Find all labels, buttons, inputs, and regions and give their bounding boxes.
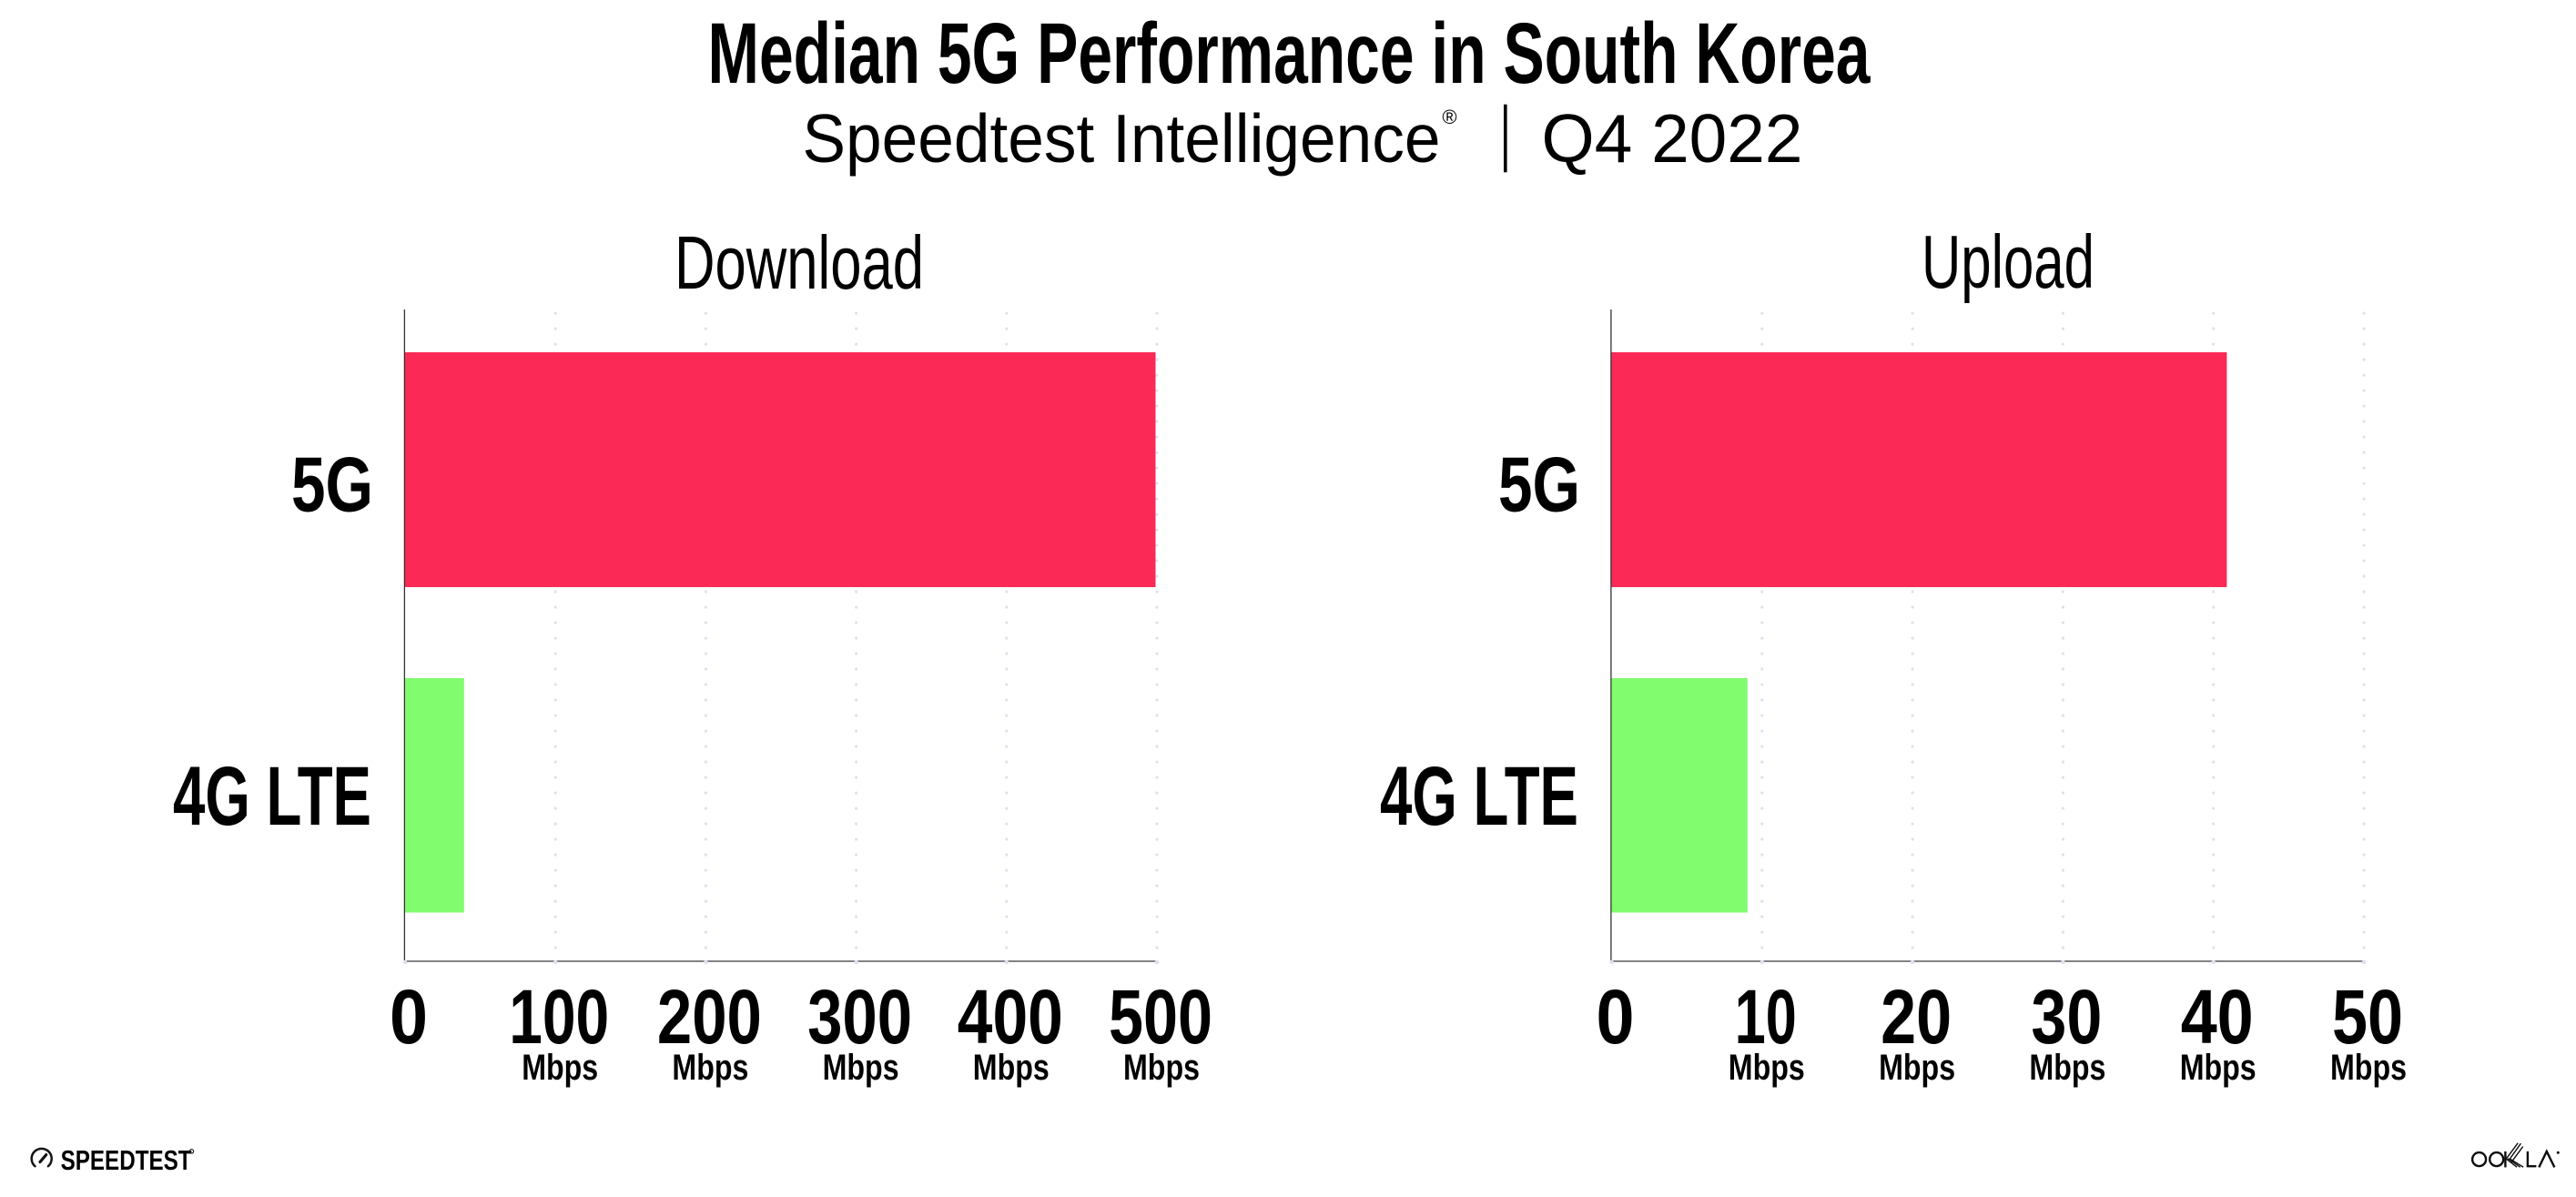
svg-text:40: 40 <box>2181 974 2254 1060</box>
svg-text:Mbps: Mbps <box>1879 1048 1955 1088</box>
svg-text:0: 0 <box>390 974 428 1060</box>
svg-text:Mbps: Mbps <box>522 1048 598 1088</box>
svg-text:Median 5G Performance in South: Median 5G Performance in South Korea <box>708 5 1871 102</box>
svg-text:200: 200 <box>657 974 762 1060</box>
svg-text:400: 400 <box>958 974 1063 1060</box>
svg-text:5G: 5G <box>291 442 373 529</box>
svg-text:Mbps: Mbps <box>2029 1048 2105 1088</box>
svg-text:Mbps: Mbps <box>1729 1048 1805 1088</box>
svg-text:Mbps: Mbps <box>973 1048 1050 1088</box>
svg-text:20: 20 <box>1881 974 1952 1060</box>
svg-text:50: 50 <box>2332 974 2403 1060</box>
svg-text:Q4 2022: Q4 2022 <box>1542 100 1803 177</box>
svg-text:500: 500 <box>1109 974 1212 1060</box>
svg-text:30: 30 <box>2031 974 2102 1060</box>
svg-text:100: 100 <box>509 974 609 1060</box>
svg-text:Download: Download <box>674 220 924 305</box>
svg-text:SPEEDTEST: SPEEDTEST <box>61 1145 192 1176</box>
svg-text:Mbps: Mbps <box>2180 1048 2257 1088</box>
svg-text:Mbps: Mbps <box>672 1048 748 1088</box>
svg-text:Mbps: Mbps <box>1123 1048 1200 1088</box>
svg-text:0: 0 <box>1597 974 1635 1060</box>
svg-text:4G LTE: 4G LTE <box>173 750 371 843</box>
svg-text:Speedtest Intelligence: Speedtest Intelligence <box>803 100 1441 177</box>
svg-text:10: 10 <box>1735 974 1797 1060</box>
svg-text:300: 300 <box>807 974 912 1060</box>
svg-text:®: ® <box>1442 106 1456 128</box>
svg-text:Mbps: Mbps <box>2330 1048 2407 1088</box>
svg-text:Upload: Upload <box>1922 219 2094 304</box>
svg-text:5G: 5G <box>1498 442 1580 529</box>
svg-text:Mbps: Mbps <box>823 1048 899 1088</box>
svg-text:4G LTE: 4G LTE <box>1380 750 1578 843</box>
